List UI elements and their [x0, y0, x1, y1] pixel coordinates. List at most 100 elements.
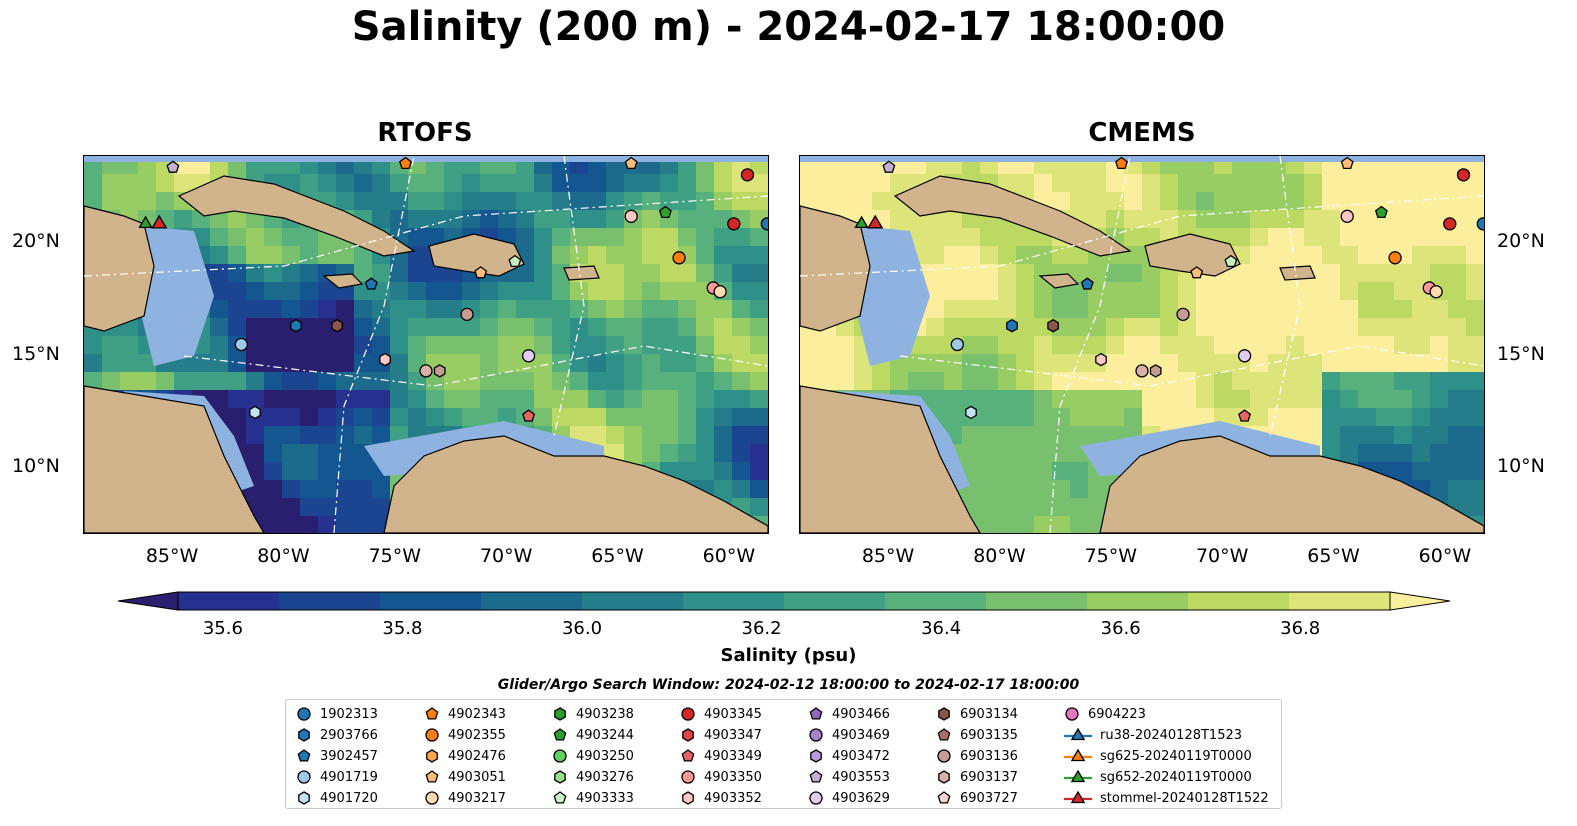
legend-float-marker [809, 707, 823, 720]
legend-label: 4903250 [576, 748, 634, 764]
argo-float-marker [1237, 349, 1252, 363]
shelf-region [84, 156, 768, 162]
argo-float-marker [290, 318, 302, 333]
boundary-line [1269, 156, 1301, 437]
legend-float-marker [681, 749, 695, 762]
legend-item: 4902355 [424, 725, 506, 745]
legend-float-marker [682, 728, 694, 742]
land-region [322, 273, 364, 289]
legend-marker-icon [297, 770, 311, 784]
legend-item: 6903727 [936, 788, 1018, 808]
land-region [800, 385, 981, 533]
argo-float-marker [364, 277, 378, 290]
legend-item: 4903349 [680, 746, 762, 766]
argo-float-marker [1443, 217, 1457, 231]
legend-label: 1902313 [320, 706, 378, 722]
argo-float-marker [1047, 318, 1059, 333]
argo-float-marker [508, 254, 522, 268]
legend-float-marker [938, 707, 950, 721]
y-tick-label-right: 10°N [1497, 454, 1545, 477]
argo-float-marker [1080, 277, 1094, 290]
argo-float-marker [460, 307, 474, 321]
legend-label: 4901720 [320, 790, 378, 806]
legend-float-marker [425, 728, 439, 742]
land-region [84, 205, 155, 332]
argo-float-marker [166, 160, 180, 173]
legend-item: 4903051 [424, 767, 506, 787]
legend-marker-icon [425, 707, 439, 720]
argo-float-marker [624, 156, 638, 170]
boundary-line [1049, 156, 1131, 533]
argo-float-marker [672, 251, 686, 265]
land-region [177, 175, 416, 257]
legend-marker-icon [425, 770, 439, 783]
legend-marker-icon [1064, 769, 1092, 783]
legend-marker-icon [554, 707, 566, 721]
x-tick-label: 65°W [591, 545, 644, 567]
legend-item: 6904223 [1064, 704, 1146, 724]
argo-float-marker [1456, 168, 1471, 182]
boundary-line [333, 156, 415, 533]
colorbar-segment [380, 592, 482, 610]
legend-float-marker [426, 749, 438, 763]
legend-float-marker [553, 749, 567, 763]
legend-label: 4903217 [448, 790, 506, 806]
legend-glider-marker [1070, 790, 1086, 804]
legend-item: 4902476 [424, 746, 506, 766]
argo-float-marker [1095, 352, 1107, 367]
legend-marker-icon [937, 749, 951, 763]
colorbar-tick-label: 36.2 [741, 618, 782, 639]
legend-marker-icon [426, 749, 438, 763]
legend-marker-icon [809, 770, 823, 783]
argo-float-marker [1238, 409, 1252, 422]
shelf-region [800, 156, 1484, 162]
legend-float-marker [297, 770, 311, 784]
argo-float-marker [331, 318, 343, 333]
argo-float-marker [234, 337, 248, 352]
argo-float-marker [1115, 156, 1128, 170]
argo-float-marker [1190, 266, 1204, 279]
legend-item: 6903135 [936, 725, 1018, 745]
legend-marker-icon [809, 791, 823, 805]
legend-float-marker [938, 770, 950, 784]
boundary-line [84, 195, 768, 277]
legend-label: 2903766 [320, 727, 378, 743]
legend-label: 6903137 [960, 769, 1018, 785]
legend-label: 4903347 [704, 727, 762, 743]
argo-float-marker [249, 405, 261, 420]
argo-float-marker [624, 209, 638, 223]
legend-item: sg652-20240119T0000 [1064, 767, 1252, 787]
legend-float-marker [297, 707, 311, 721]
legend-label: 4903553 [832, 769, 890, 785]
argo-float-marker [1149, 364, 1162, 378]
x-tick-label: 70°W [1195, 545, 1249, 567]
argo-float-marker [1135, 364, 1149, 378]
argo-float-marker [658, 205, 672, 219]
boundary-line [553, 156, 585, 437]
x-tick-label: 85°W [145, 545, 199, 567]
legend-glider-marker [1070, 748, 1086, 762]
colorbar-segment [1289, 592, 1391, 610]
legend-item: 4903238 [552, 704, 634, 724]
colorbar-segment [683, 592, 785, 610]
land-region [1038, 273, 1080, 289]
legend-glider-marker [1070, 769, 1086, 783]
colorbar-segment [279, 592, 381, 610]
colorbar-tick-label: 35.8 [382, 618, 423, 639]
figure-title: Salinity (200 m) - 2024-02-17 18:00:00 [351, 4, 1226, 50]
legend-label: 4901719 [320, 769, 378, 785]
argo-float-marker [882, 160, 896, 173]
x-tick-label: 70°W [479, 545, 533, 567]
argo-float-marker [399, 156, 412, 170]
colorbar-segment [1188, 592, 1290, 610]
argo-float-marker [1388, 251, 1402, 265]
legend-float-marker [682, 791, 694, 805]
legend-item: 4903629 [808, 788, 890, 808]
colorbar-tick-label: 36.6 [1100, 618, 1141, 639]
legend-item: 4903472 [808, 746, 890, 766]
legend-item: 4903333 [552, 788, 634, 808]
cmems-map [799, 155, 1485, 534]
legend-item: ru38-20240128T1523 [1064, 725, 1242, 745]
legend-label: ru38-20240128T1523 [1100, 727, 1243, 743]
argo-float-marker [474, 266, 488, 279]
